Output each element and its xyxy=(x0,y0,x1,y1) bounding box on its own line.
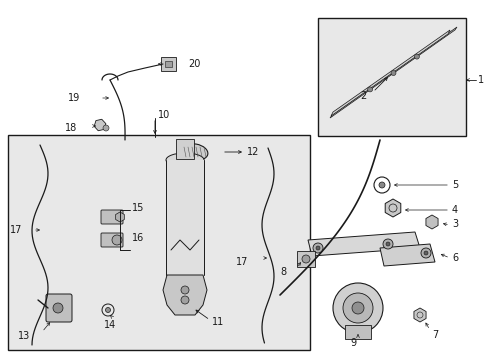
Text: 15: 15 xyxy=(132,203,144,213)
Polygon shape xyxy=(307,232,419,256)
Text: 11: 11 xyxy=(212,317,224,327)
Circle shape xyxy=(378,182,384,188)
Circle shape xyxy=(312,243,323,253)
Circle shape xyxy=(332,283,382,333)
FancyBboxPatch shape xyxy=(176,139,194,159)
Circle shape xyxy=(181,296,189,304)
Circle shape xyxy=(53,303,63,313)
Text: 17: 17 xyxy=(235,257,247,267)
Text: 14: 14 xyxy=(103,320,116,330)
Text: 8: 8 xyxy=(280,267,285,277)
FancyBboxPatch shape xyxy=(164,61,172,67)
Ellipse shape xyxy=(165,153,203,167)
Circle shape xyxy=(423,251,427,255)
Text: 2: 2 xyxy=(359,91,366,101)
FancyBboxPatch shape xyxy=(165,160,203,275)
Circle shape xyxy=(367,87,372,92)
Circle shape xyxy=(351,302,363,314)
Circle shape xyxy=(112,235,122,245)
Circle shape xyxy=(181,286,189,294)
Circle shape xyxy=(420,248,430,258)
Text: 7: 7 xyxy=(431,330,437,340)
FancyBboxPatch shape xyxy=(46,294,72,322)
Circle shape xyxy=(103,125,109,131)
Text: 20: 20 xyxy=(187,59,200,69)
FancyBboxPatch shape xyxy=(101,233,123,247)
Polygon shape xyxy=(329,27,456,118)
Text: 19: 19 xyxy=(68,93,80,103)
FancyBboxPatch shape xyxy=(296,251,314,267)
Text: 1: 1 xyxy=(477,75,483,85)
FancyBboxPatch shape xyxy=(8,135,309,350)
Text: 4: 4 xyxy=(451,205,457,215)
Text: 12: 12 xyxy=(246,147,259,157)
Text: 17: 17 xyxy=(10,225,22,235)
FancyBboxPatch shape xyxy=(317,18,465,136)
FancyBboxPatch shape xyxy=(161,57,176,71)
Circle shape xyxy=(382,239,392,249)
FancyBboxPatch shape xyxy=(345,325,370,339)
Text: 5: 5 xyxy=(451,180,457,190)
Circle shape xyxy=(302,255,309,263)
Circle shape xyxy=(385,242,389,246)
Circle shape xyxy=(413,54,419,59)
Polygon shape xyxy=(163,275,206,315)
Polygon shape xyxy=(379,244,434,266)
Text: 6: 6 xyxy=(451,253,457,263)
Text: 18: 18 xyxy=(65,123,77,133)
Circle shape xyxy=(315,246,319,250)
FancyBboxPatch shape xyxy=(101,210,123,224)
Circle shape xyxy=(105,307,110,312)
Ellipse shape xyxy=(182,144,207,160)
Text: 9: 9 xyxy=(349,338,355,348)
Circle shape xyxy=(342,293,372,323)
Polygon shape xyxy=(330,30,449,116)
Text: 16: 16 xyxy=(132,233,144,243)
Text: 3: 3 xyxy=(451,219,457,229)
Text: 10: 10 xyxy=(158,110,170,120)
Text: 13: 13 xyxy=(18,331,30,341)
Circle shape xyxy=(390,71,395,76)
